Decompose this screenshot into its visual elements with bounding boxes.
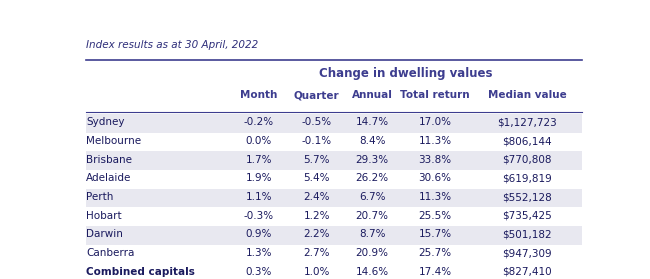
- Text: $770,808: $770,808: [502, 155, 552, 165]
- Text: 14.7%: 14.7%: [356, 117, 389, 127]
- Text: 1.3%: 1.3%: [246, 248, 272, 258]
- Text: Combined capitals: Combined capitals: [86, 267, 195, 277]
- Text: 25.7%: 25.7%: [419, 248, 452, 258]
- Text: 5.7%: 5.7%: [304, 155, 330, 165]
- Text: 30.6%: 30.6%: [419, 173, 452, 183]
- Text: $619,819: $619,819: [502, 173, 552, 183]
- Text: 6.7%: 6.7%: [359, 192, 385, 202]
- Text: 11.3%: 11.3%: [419, 192, 452, 202]
- Text: $552,128: $552,128: [502, 192, 552, 202]
- Text: 11.3%: 11.3%: [419, 136, 452, 146]
- Text: Brisbane: Brisbane: [86, 155, 133, 165]
- Text: $806,144: $806,144: [502, 136, 552, 146]
- Bar: [86, 264, 582, 279]
- Text: -0.1%: -0.1%: [302, 136, 332, 146]
- Text: -0.3%: -0.3%: [244, 211, 274, 221]
- Text: 5.4%: 5.4%: [304, 173, 330, 183]
- Text: 1.0%: 1.0%: [304, 267, 330, 277]
- Text: Quarter: Quarter: [294, 90, 339, 100]
- Text: 29.3%: 29.3%: [356, 155, 389, 165]
- Text: Sydney: Sydney: [86, 117, 125, 127]
- Text: 26.2%: 26.2%: [356, 173, 389, 183]
- Text: Canberra: Canberra: [86, 248, 135, 258]
- Text: $735,425: $735,425: [502, 211, 552, 221]
- Text: $1,127,723: $1,127,723: [497, 117, 557, 127]
- Text: 0.3%: 0.3%: [246, 267, 272, 277]
- Text: 2.7%: 2.7%: [304, 248, 330, 258]
- Text: 33.8%: 33.8%: [419, 155, 452, 165]
- Text: 1.2%: 1.2%: [304, 211, 330, 221]
- Text: 14.6%: 14.6%: [356, 267, 389, 277]
- Text: 2.2%: 2.2%: [304, 229, 330, 239]
- Text: Month: Month: [240, 90, 278, 100]
- Text: 0.0%: 0.0%: [246, 136, 272, 146]
- Text: 15.7%: 15.7%: [419, 229, 452, 239]
- Text: 8.4%: 8.4%: [359, 136, 385, 146]
- Text: Adelaide: Adelaide: [86, 173, 132, 183]
- Text: Total return: Total return: [400, 90, 470, 100]
- Text: Hobart: Hobart: [86, 211, 122, 221]
- Text: Annual: Annual: [352, 90, 393, 100]
- Text: 1.7%: 1.7%: [246, 155, 272, 165]
- Bar: [86, 226, 582, 245]
- Text: $501,182: $501,182: [502, 229, 552, 239]
- Text: 0.9%: 0.9%: [246, 229, 272, 239]
- Text: 1.1%: 1.1%: [246, 192, 272, 202]
- Text: -0.5%: -0.5%: [302, 117, 332, 127]
- Bar: [86, 189, 582, 208]
- Text: Change in dwelling values: Change in dwelling values: [319, 67, 493, 80]
- Bar: [86, 151, 582, 170]
- Text: Melbourne: Melbourne: [86, 136, 142, 146]
- Text: Median value: Median value: [488, 90, 566, 100]
- Text: 17.4%: 17.4%: [419, 267, 452, 277]
- Text: 20.7%: 20.7%: [356, 211, 389, 221]
- Text: 17.0%: 17.0%: [419, 117, 452, 127]
- Text: 20.9%: 20.9%: [356, 248, 389, 258]
- Text: 25.5%: 25.5%: [419, 211, 452, 221]
- Text: 8.7%: 8.7%: [359, 229, 385, 239]
- Text: 2.4%: 2.4%: [304, 192, 330, 202]
- Text: Darwin: Darwin: [86, 229, 123, 239]
- Text: Index results as at 30 April, 2022: Index results as at 30 April, 2022: [86, 40, 259, 50]
- Text: 1.9%: 1.9%: [246, 173, 272, 183]
- Text: Perth: Perth: [86, 192, 114, 202]
- Text: $947,309: $947,309: [502, 248, 552, 258]
- Text: $827,410: $827,410: [502, 267, 552, 277]
- Bar: [86, 114, 582, 133]
- Text: -0.2%: -0.2%: [244, 117, 274, 127]
